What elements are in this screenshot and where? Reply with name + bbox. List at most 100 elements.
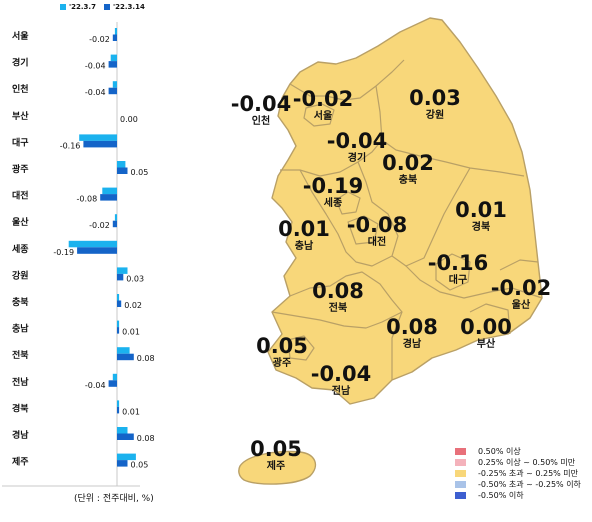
category-label: 경남: [12, 429, 29, 441]
region-name-sejong: 세종: [324, 196, 342, 209]
bar-previous: [102, 187, 117, 195]
border-north: [289, 59, 405, 101]
category-label: 강원: [12, 269, 29, 281]
region-name-jeonbuk: 전북: [329, 301, 347, 314]
border-gyeongbuk-south: [405, 265, 543, 299]
map-legend-label: -0.25% 초과 ~ 0.25% 미만: [478, 469, 579, 478]
bar-current: [117, 300, 122, 307]
bar-previous: [114, 214, 117, 221]
border-gwangju: [287, 335, 315, 361]
border-sejong: [335, 191, 361, 215]
region-value-incheon: -0.04: [231, 92, 292, 116]
legend-item-previous-week: '22.3.7: [60, 3, 96, 11]
bar-current: [108, 87, 117, 95]
bar-current: [77, 247, 117, 254]
bar-previous: [112, 373, 117, 381]
region-value-chungbuk: 0.02: [382, 151, 434, 175]
data-label: 0.05: [131, 168, 149, 177]
border-chungbuk: [357, 161, 471, 267]
data-label: -0.19: [53, 248, 74, 257]
category-label: 대전: [12, 190, 29, 202]
region-value-jeju: 0.05: [250, 437, 302, 461]
border-gangwon: [375, 85, 525, 177]
data-label: -0.02: [89, 221, 110, 230]
map-legend-label: -0.50% 초과 ~ -0.25% 이하: [478, 480, 581, 489]
region-value-gwangju: 0.05: [256, 334, 308, 358]
map-land: [238, 17, 543, 485]
data-label: 0.08: [137, 434, 155, 443]
region-value-seoul: -0.02: [293, 87, 354, 111]
bar-current: [117, 460, 128, 467]
jeju-island-shape: [238, 450, 317, 485]
bar-current: [108, 380, 117, 387]
data-label: 0.00: [120, 115, 138, 124]
category-label: 부산: [12, 110, 29, 122]
data-label: -0.08: [76, 195, 97, 204]
bar-previous: [110, 54, 117, 62]
data-label: 0.01: [122, 407, 140, 416]
bar-previous: [117, 320, 120, 328]
category-label: 전남: [12, 376, 29, 388]
bar-previous: [114, 28, 117, 35]
bar-current: [117, 433, 134, 440]
map-legend-swatch: [455, 470, 466, 477]
region-name-chungnam: 충남: [295, 239, 314, 252]
category-label: 충북: [12, 296, 29, 308]
border-daejeon: [347, 215, 379, 245]
data-label: 0.02: [124, 301, 142, 310]
region-name-gyeongbuk: 경북: [472, 220, 490, 233]
bar-previous: [79, 134, 117, 141]
region-name-busan: 부산: [477, 337, 496, 350]
data-label: -0.04: [85, 381, 106, 390]
border-daegu: [435, 253, 471, 291]
category-label: 경기: [12, 57, 29, 69]
bar-previous: [112, 81, 117, 88]
data-label: 0.08: [137, 354, 155, 363]
bar-previous: [68, 240, 117, 248]
region-value-busan: 0.00: [460, 315, 512, 339]
border-ulsan: [499, 259, 539, 271]
region-name-jeonnam: 전남: [332, 384, 351, 397]
map-legend-swatch: [455, 459, 466, 466]
bar-previous: [117, 347, 130, 354]
category-label: 전북: [12, 349, 29, 361]
region-name-gyeonggi: 경기: [348, 151, 366, 164]
region-value-jeonbuk: 0.08: [312, 279, 364, 303]
bar-current: [117, 273, 124, 281]
region-value-daegu: -0.16: [428, 251, 489, 275]
map-legend-swatch: [455, 448, 466, 455]
bar-current: [100, 194, 117, 201]
border-seoul: [303, 103, 335, 127]
legend-swatch-current-week: [104, 4, 110, 10]
data-label: -0.02: [89, 35, 110, 44]
bar-current: [83, 140, 117, 148]
region-name-gwangju: 광주: [273, 357, 291, 369]
region-value-gyeonggi: -0.04: [327, 129, 388, 153]
border-chungnam: [299, 169, 393, 267]
region-name-jeju: 제주: [267, 459, 285, 472]
bar-current: [117, 167, 128, 174]
bar-current: [112, 220, 117, 228]
region-value-ulsan: -0.02: [491, 276, 552, 300]
category-label: 세종: [12, 243, 29, 255]
mainland-shape: [267, 17, 543, 405]
border-busan: [469, 303, 511, 335]
data-label: -0.16: [60, 141, 81, 150]
region-value-jeonnam: -0.04: [311, 362, 372, 386]
region-value-gyeongbuk: 0.01: [455, 198, 507, 222]
region-value-daejeon: -0.08: [347, 213, 408, 237]
map-legend-label: 0.25% 이상 ~ 0.50% 미만: [478, 458, 576, 467]
data-label: -0.04: [85, 88, 106, 97]
region-name-daejeon: 대전: [368, 235, 386, 248]
region-name-gyeongnam: 경남: [403, 337, 422, 350]
region-name-seoul: 서울: [314, 109, 332, 122]
category-label: 대구: [12, 136, 29, 148]
legend-swatch-previous-week: [60, 4, 66, 10]
bar-previous: [117, 161, 126, 168]
region-name-daegu: 대구: [449, 273, 467, 286]
region-name-gangwon: 강원: [426, 108, 444, 121]
region-name-incheon: 인천: [252, 114, 270, 127]
